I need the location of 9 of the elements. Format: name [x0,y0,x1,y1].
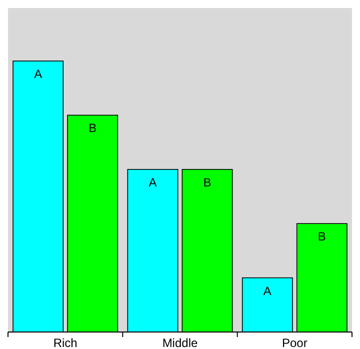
series-label: A [34,67,42,81]
x-tick-label: Rich [53,336,78,349]
text: A [148,175,157,190]
series-label: B [88,121,97,136]
x-tick-label: Middle [162,336,198,349]
text: B [318,230,326,244]
text: A [263,284,272,298]
x-tick-label: Poor [282,336,308,349]
text: B [203,175,212,190]
